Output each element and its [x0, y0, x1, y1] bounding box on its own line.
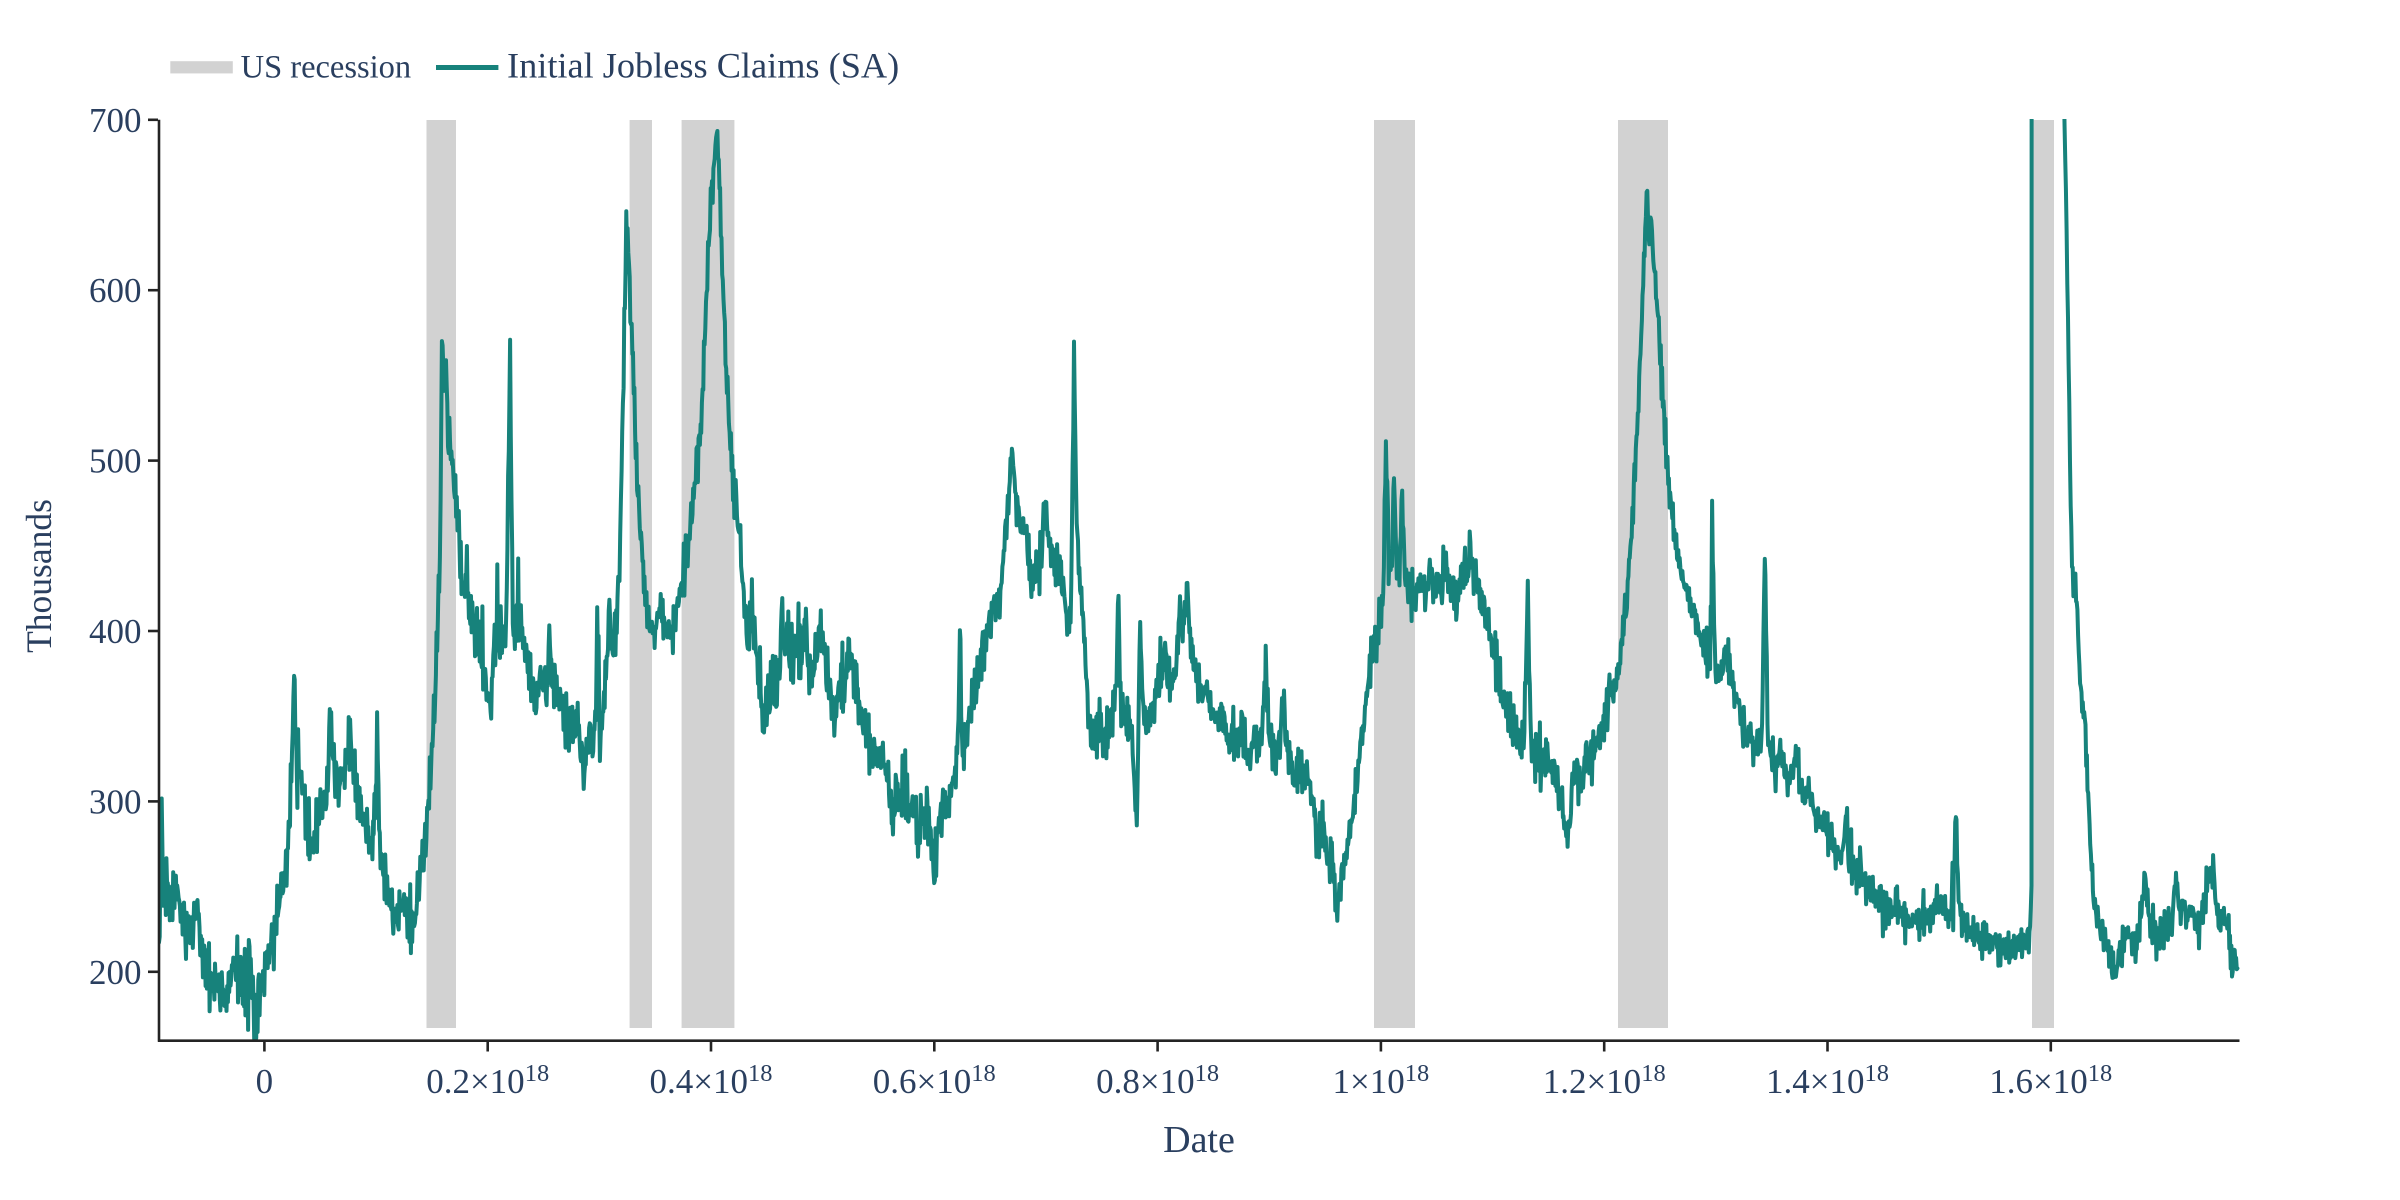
- svg-text:400: 400: [89, 612, 142, 651]
- svg-text:US recession: US recession: [241, 50, 412, 86]
- svg-text:Thousands: Thousands: [19, 499, 59, 653]
- svg-text:Date: Date: [1163, 1119, 1235, 1161]
- svg-text:200: 200: [89, 953, 142, 992]
- svg-text:700: 700: [89, 101, 142, 140]
- svg-text:0: 0: [256, 1062, 274, 1101]
- svg-text:600: 600: [89, 271, 142, 310]
- svg-text:Initial Jobless Claims (SA): Initial Jobless Claims (SA): [507, 46, 899, 86]
- svg-text:300: 300: [89, 782, 142, 821]
- svg-text:500: 500: [89, 442, 142, 481]
